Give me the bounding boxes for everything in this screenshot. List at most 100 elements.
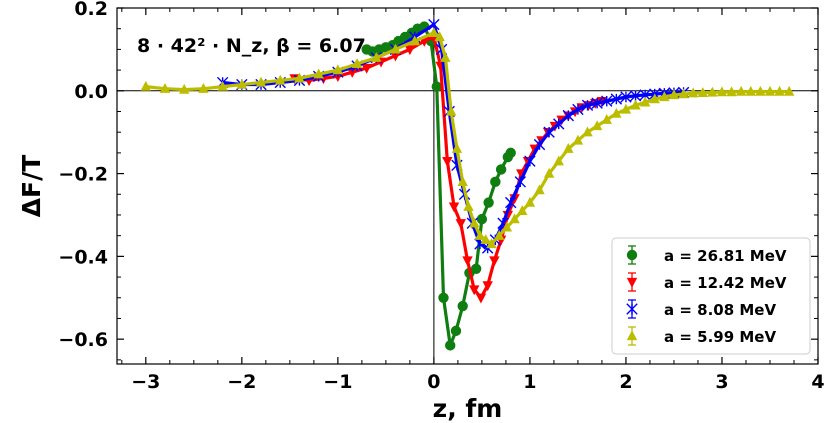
data-point — [629, 90, 642, 102]
data-point — [451, 143, 463, 153]
data-point — [483, 197, 494, 208]
data-point — [543, 167, 555, 178]
data-point — [591, 97, 603, 109]
legend-item: a = 8.08 MeV — [626, 299, 776, 319]
data-point — [726, 86, 737, 97]
data-point — [255, 76, 267, 87]
legend-label: a = 8.08 MeV — [664, 301, 776, 319]
data-point — [572, 134, 584, 145]
data-point — [390, 51, 401, 62]
data-point — [543, 126, 555, 138]
data-point — [495, 164, 507, 175]
data-point — [361, 63, 372, 74]
data-point — [217, 80, 228, 91]
data-point — [469, 217, 480, 228]
data-point — [534, 184, 545, 195]
legend: a = 26.81 MeV a = 12.42 MeV a = 8.08 MeV a … — [611, 237, 811, 355]
series-layer — [140, 18, 795, 351]
data-point — [482, 281, 493, 292]
series-4 — [140, 27, 795, 249]
data-point — [783, 85, 795, 96]
data-point — [351, 58, 363, 69]
ticks-layer: −3 −2 −1 0 1 2 3 4 0.2 0.0 −0.2 −0.4 −0.6 — [58, 0, 824, 393]
data-point — [524, 196, 536, 207]
legend-item: a = 26.81 MeV — [626, 245, 787, 265]
data-point — [668, 89, 680, 100]
data-point — [390, 43, 401, 54]
data-point — [716, 86, 728, 97]
data-point — [581, 99, 594, 111]
data-point — [236, 78, 248, 89]
data-point — [486, 238, 497, 249]
data-point — [457, 176, 468, 187]
data-point — [611, 107, 622, 118]
data-point — [474, 229, 486, 240]
data-point — [659, 91, 670, 102]
data-point — [697, 87, 708, 98]
data-point — [524, 155, 536, 167]
data-point — [591, 120, 603, 131]
legend-marker — [626, 303, 638, 315]
legend-item: a = 5.99 MeV — [626, 326, 776, 346]
data-point — [630, 99, 641, 110]
x-tick-label: 0 — [427, 371, 440, 393]
data-point — [755, 85, 766, 96]
data-point — [505, 147, 516, 159]
data-point — [434, 31, 445, 42]
legend-marker — [626, 330, 638, 341]
data-point — [764, 85, 776, 96]
data-point — [687, 87, 699, 98]
data-point — [332, 64, 344, 75]
data-point — [707, 86, 718, 97]
data-point — [179, 83, 190, 94]
x-tick-label: −2 — [227, 371, 256, 393]
x-tick-label: 4 — [811, 371, 824, 393]
data-point — [409, 35, 420, 46]
data-point — [313, 68, 324, 79]
data-point — [735, 85, 747, 96]
data-point — [455, 219, 466, 229]
legend-marker — [626, 249, 638, 261]
data-point — [428, 27, 440, 37]
data-point — [159, 83, 171, 93]
data-point — [489, 256, 500, 267]
data-point — [493, 229, 505, 240]
x-tick-label: −3 — [131, 371, 160, 393]
data-point — [553, 155, 564, 166]
data-point — [774, 85, 785, 96]
data-point — [469, 285, 480, 296]
data-point — [480, 234, 491, 244]
data-point — [438, 292, 449, 303]
legend-item: a = 12.42 MeV — [626, 272, 787, 292]
data-point — [140, 80, 152, 91]
data-point — [442, 157, 453, 167]
data-point — [620, 103, 632, 114]
data-point — [610, 93, 623, 105]
data-point — [275, 74, 286, 85]
data-point — [509, 213, 520, 224]
data-point — [404, 45, 416, 56]
data-point — [649, 93, 660, 104]
legend-label: a = 12.42 MeV — [664, 274, 787, 292]
data-point — [505, 196, 517, 209]
data-point — [347, 68, 358, 78]
data-point — [601, 95, 613, 107]
data-point — [582, 126, 593, 137]
data-point — [501, 221, 513, 232]
data-point — [457, 300, 468, 312]
data-point — [639, 96, 651, 107]
data-point — [553, 118, 565, 130]
plot-frame — [116, 7, 819, 365]
annotation-text: 8 · 42² · N_z, β = 6.07 — [137, 35, 366, 57]
data-point — [490, 176, 501, 188]
y-axis-title: ΔF/T — [17, 155, 46, 218]
data-point — [476, 213, 488, 225]
legend-label: a = 5.99 MeV — [664, 328, 776, 346]
x-tick-label: 3 — [715, 371, 728, 393]
data-point — [514, 176, 527, 188]
x-tick-label: 1 — [523, 371, 536, 393]
legend-box — [611, 237, 811, 355]
data-point — [470, 263, 482, 274]
legend-marker — [626, 277, 638, 288]
x-axis-title: z, fm — [433, 394, 503, 423]
